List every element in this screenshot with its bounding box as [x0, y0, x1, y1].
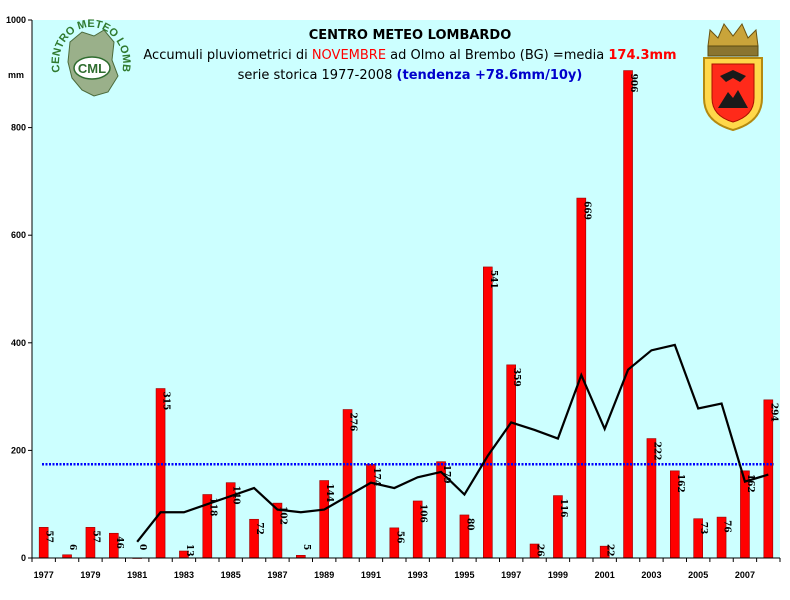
data-label-2008: 294	[768, 403, 778, 422]
data-label-1989: 144	[324, 484, 334, 503]
data-label-1977: 57	[44, 530, 54, 543]
data-label-2002: 906	[628, 74, 638, 93]
series-trend: (tendenza +78.6mm/10y)	[396, 68, 583, 83]
x-tick-label-1989: 1989	[314, 570, 334, 580]
data-label-1990: 276	[348, 413, 358, 432]
cml-logo-text: CML	[78, 61, 106, 76]
chart-title-block: CENTRO METEO LOMBARDO Accumuli pluviomet…	[130, 26, 690, 86]
x-tick-label-1999: 1999	[548, 570, 568, 580]
data-label-1995: 80	[464, 518, 474, 531]
data-label-1981: 0	[137, 544, 147, 550]
x-tick-label-2007: 2007	[735, 570, 755, 580]
data-label-1998: 26	[535, 544, 545, 557]
crest-mountain-icon	[718, 90, 748, 108]
crest-band	[707, 45, 759, 57]
data-label-2001: 22	[605, 544, 615, 557]
data-label-2004: 162	[675, 474, 685, 493]
data-label-1992: 56	[394, 531, 404, 544]
cml-logo: CML CENTRO METEO LOMBARDO	[48, 12, 132, 97]
x-tick-label-2003: 2003	[641, 570, 661, 580]
municipal-crest	[703, 23, 763, 132]
data-label-1987: 102	[277, 506, 287, 525]
chart-series-line: serie storica 1977-2008 (tendenza +78.6m…	[130, 66, 690, 86]
x-tick-label-1995: 1995	[454, 570, 474, 580]
bar-1997	[506, 364, 516, 559]
data-label-1985: 140	[231, 486, 241, 505]
y-tick-label-1000: 1000	[6, 15, 26, 25]
bar-2002	[623, 70, 633, 559]
crest-crown	[707, 23, 759, 47]
x-tick-label-1997: 1997	[501, 570, 521, 580]
data-label-1979: 57	[90, 530, 100, 543]
data-label-2007: 162	[745, 474, 755, 493]
y-tick-label-400: 400	[11, 338, 26, 348]
series-prefix: serie storica 1977-2008	[237, 68, 397, 83]
subtitle-prefix: Accumuli pluviometrici di	[143, 48, 312, 63]
plot-background	[32, 20, 780, 558]
y-axis-label: mm	[8, 70, 24, 80]
crest-eagle-icon	[720, 70, 746, 82]
data-label-2006: 76	[722, 520, 732, 533]
y-tick-label-600: 600	[11, 230, 26, 240]
x-tick-label-1991: 1991	[361, 570, 381, 580]
data-label-2000: 669	[581, 201, 591, 220]
data-label-1983: 13	[184, 544, 194, 557]
chart-title: CENTRO METEO LOMBARDO	[308, 28, 512, 43]
x-tick-label-1983: 1983	[174, 570, 194, 580]
x-tick-label-1979: 1979	[80, 570, 100, 580]
bar-1990	[342, 409, 353, 559]
bars-group	[38, 70, 774, 559]
data-label-1986: 72	[254, 522, 264, 535]
x-tick-label-1977: 1977	[34, 570, 54, 580]
data-label-1993: 106	[418, 504, 428, 523]
data-label-1982: 315	[161, 392, 171, 411]
moving-average-group	[136, 343, 769, 543]
data-label-1997: 359	[511, 368, 521, 387]
data-label-2005: 73	[698, 522, 708, 535]
chart-subtitle: Accumuli pluviometrici di NOVEMBRE ad Ol…	[130, 46, 690, 66]
data-label-1999: 116	[558, 499, 568, 518]
x-tick-label-1993: 1993	[408, 570, 428, 580]
data-label-1988: 5	[301, 544, 311, 550]
subtitle-month: NOVEMBRE	[311, 48, 387, 63]
y-tick-label-0: 0	[21, 553, 26, 563]
subtitle-middle: ad Olmo al Brembo (BG) =media	[386, 48, 609, 63]
data-label-1991: 174	[371, 467, 381, 486]
y-tick-label-200: 200	[11, 445, 26, 455]
data-labels-group: 57 6 57 46 0 315 13 118 140 72 102 5 144 276 174 56 106 1…	[44, 74, 779, 557]
y-tick-label-800: 800	[11, 123, 26, 133]
x-tick-label-2001: 2001	[595, 570, 615, 580]
moving-average-line	[136, 343, 769, 543]
bar-2008	[763, 399, 774, 559]
x-tick-label-1985: 1985	[221, 570, 241, 580]
data-label-1996: 541	[488, 270, 498, 289]
data-label-2003: 222	[651, 442, 661, 461]
cml-badge	[73, 56, 111, 80]
subtitle-mean: 174.3mm	[608, 48, 677, 63]
data-label-1980: 46	[114, 536, 124, 549]
data-label-1984: 118	[207, 498, 217, 517]
x-tick-label-2005: 2005	[688, 570, 708, 580]
x-tick-label-1987: 1987	[267, 570, 287, 580]
bar-1982	[155, 388, 166, 559]
bar-1996	[483, 266, 493, 559]
data-label-1994: 179	[441, 465, 451, 484]
x-tick-label-1981: 1981	[127, 570, 147, 580]
data-label-1978: 6	[67, 544, 77, 550]
